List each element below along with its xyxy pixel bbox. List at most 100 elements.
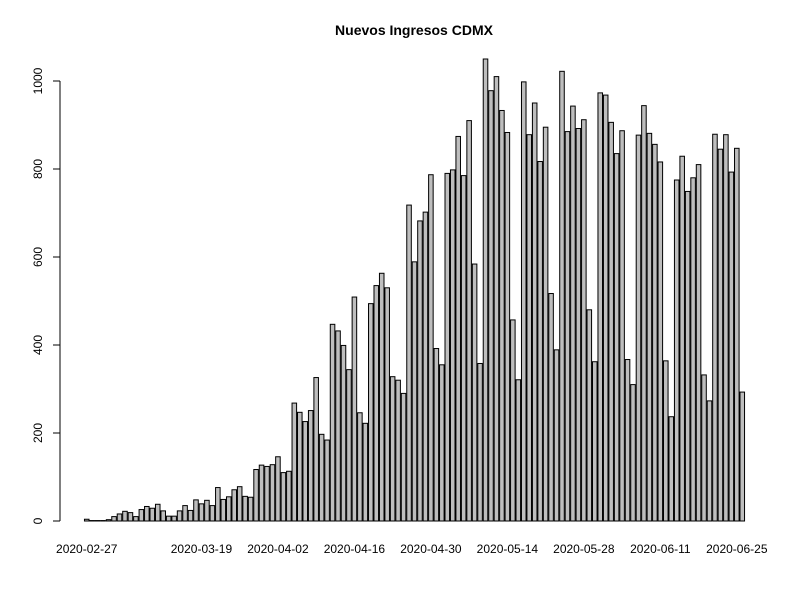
bar bbox=[488, 90, 494, 522]
bar bbox=[231, 489, 237, 522]
x-tick-label: 2020-06-11 bbox=[630, 542, 691, 556]
bars bbox=[83, 58, 746, 522]
bar bbox=[439, 364, 445, 522]
bar bbox=[324, 439, 330, 522]
bar bbox=[531, 102, 538, 522]
bar bbox=[482, 58, 489, 522]
bar bbox=[373, 285, 380, 522]
y-tick-label: 800 bbox=[31, 159, 45, 179]
bar bbox=[728, 171, 735, 522]
x-tick-label: 2020-04-30 bbox=[400, 542, 462, 556]
bar bbox=[619, 130, 625, 522]
bar bbox=[389, 376, 396, 522]
y-tick-label: 600 bbox=[31, 247, 45, 267]
bar bbox=[357, 412, 363, 522]
bar bbox=[187, 509, 194, 522]
x-tick-label: 2020-02-27 bbox=[56, 542, 118, 556]
bar bbox=[144, 505, 150, 522]
bar bbox=[739, 391, 746, 522]
bar bbox=[444, 172, 451, 522]
bar bbox=[504, 131, 511, 522]
bar bbox=[575, 128, 582, 522]
bar bbox=[559, 70, 565, 522]
bar bbox=[466, 120, 472, 522]
bar bbox=[253, 469, 259, 522]
bar bbox=[198, 503, 205, 522]
bar bbox=[209, 505, 216, 522]
bar bbox=[586, 309, 593, 522]
bar bbox=[592, 361, 598, 522]
bar bbox=[368, 303, 374, 522]
bar bbox=[624, 359, 631, 522]
bar bbox=[116, 513, 123, 522]
bar bbox=[717, 148, 724, 522]
bar bbox=[526, 134, 532, 522]
bar bbox=[275, 456, 281, 522]
bar bbox=[400, 392, 407, 522]
bar bbox=[641, 105, 647, 522]
bar bbox=[247, 496, 254, 522]
bar bbox=[307, 410, 314, 522]
bar bbox=[83, 518, 90, 522]
y-tick-label: 200 bbox=[31, 423, 45, 443]
bar bbox=[215, 487, 221, 522]
y-tick-label: 400 bbox=[31, 335, 45, 355]
bar bbox=[499, 109, 505, 522]
bar bbox=[537, 161, 543, 522]
x-tick-label: 2020-04-16 bbox=[324, 542, 386, 556]
bar bbox=[515, 379, 522, 522]
bar bbox=[630, 384, 636, 522]
y-tick-label: 0 bbox=[31, 517, 45, 524]
bar bbox=[652, 143, 658, 522]
bar bbox=[149, 507, 156, 522]
bar bbox=[220, 498, 227, 522]
bar bbox=[286, 470, 292, 522]
bar bbox=[182, 505, 188, 522]
bar bbox=[204, 499, 210, 522]
bar bbox=[395, 379, 401, 522]
bar bbox=[176, 510, 183, 522]
bar bbox=[613, 153, 620, 522]
bar bbox=[581, 119, 587, 522]
bar bbox=[122, 510, 128, 522]
bar bbox=[597, 92, 604, 522]
x-tick-label: 2020-06-25 bbox=[706, 542, 768, 556]
x-axis: 2020-02-27 2020-03-19 2020-04-02 2020-04-16… bbox=[56, 542, 768, 556]
bar bbox=[280, 472, 287, 522]
bar bbox=[553, 349, 560, 522]
bar bbox=[340, 344, 347, 522]
bar bbox=[455, 135, 461, 522]
bar bbox=[477, 362, 483, 522]
bar bbox=[428, 174, 434, 522]
bar bbox=[346, 369, 352, 522]
bar bbox=[171, 515, 177, 522]
chart-title: Nuevos Ingresos CDMX bbox=[335, 22, 494, 38]
y-tick-label: 1000 bbox=[31, 67, 45, 94]
bar bbox=[111, 516, 117, 522]
bar bbox=[406, 204, 412, 522]
bar bbox=[225, 496, 232, 522]
bar bbox=[723, 134, 729, 522]
bar bbox=[378, 272, 385, 522]
bar bbox=[160, 510, 166, 522]
bar bbox=[242, 495, 248, 522]
bar bbox=[706, 400, 713, 522]
bar bbox=[701, 374, 707, 522]
bar bbox=[712, 133, 718, 522]
bar bbox=[297, 411, 303, 522]
y-axis: 0 200 400 600 800 1000 bbox=[31, 67, 61, 524]
x-tick-label: 2020-05-14 bbox=[477, 542, 539, 556]
bar bbox=[471, 263, 478, 522]
bar bbox=[646, 132, 653, 522]
bar bbox=[520, 81, 527, 522]
bar bbox=[564, 131, 571, 522]
bar bbox=[690, 177, 696, 522]
bar bbox=[335, 330, 341, 522]
bar bbox=[417, 220, 423, 522]
bar bbox=[351, 296, 358, 522]
bar bbox=[695, 164, 702, 522]
bar bbox=[302, 421, 309, 522]
bar bbox=[138, 509, 145, 522]
bar bbox=[449, 169, 456, 522]
